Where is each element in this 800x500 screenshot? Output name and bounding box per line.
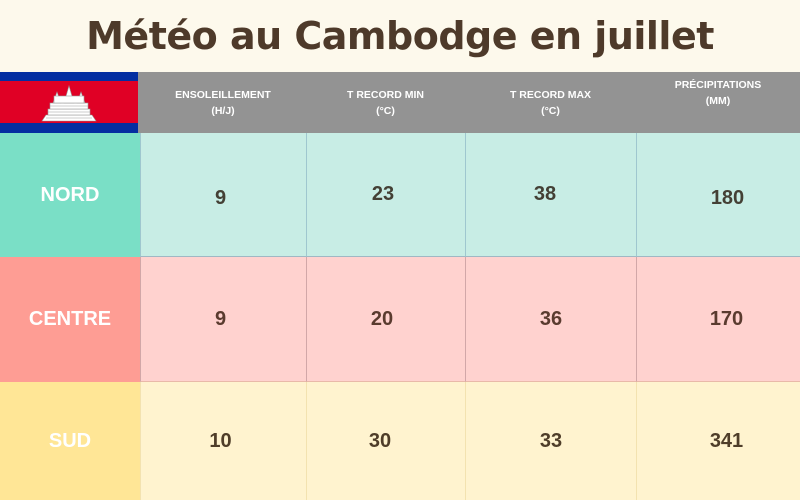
angkor-wat-icon bbox=[41, 84, 97, 122]
header-label: PRÉCIPITATIONS bbox=[674, 79, 762, 91]
cell-t-record-min: 30 bbox=[306, 382, 465, 500]
region-label: NORD bbox=[0, 133, 140, 257]
header-t-record-min: T RECORD MIN (°C) bbox=[306, 72, 465, 133]
region-label: CENTRE bbox=[0, 257, 140, 382]
cell-ensoleillement: 9 bbox=[140, 133, 306, 257]
header-unit: (MM) bbox=[705, 95, 731, 107]
table-row-sud: SUD 10 30 33 341 bbox=[0, 382, 800, 500]
cell-ensoleillement: 9 bbox=[140, 257, 306, 382]
header-label: T RECORD MAX bbox=[509, 88, 592, 101]
header-unit: (H/J) bbox=[211, 104, 235, 117]
cell-t-record-max: 38 bbox=[465, 133, 636, 257]
cell-ensoleillement: 10 bbox=[140, 382, 306, 500]
region-label: SUD bbox=[0, 382, 140, 500]
cambodia-flag-icon bbox=[0, 72, 138, 133]
weather-table: ENSOLEILLEMENT (H/J) T RECORD MIN (°C) T… bbox=[0, 72, 800, 500]
header-unit: (°C) bbox=[376, 104, 395, 117]
cell-precipitations: 341 bbox=[636, 382, 800, 500]
cell-t-record-min: 23 bbox=[306, 133, 465, 257]
header-ensoleillement: ENSOLEILLEMENT (H/J) bbox=[140, 72, 306, 133]
table-row-centre: CENTRE 9 20 36 170 bbox=[0, 257, 800, 382]
cell-t-record-max: 36 bbox=[465, 257, 636, 382]
page-title: Météo au Cambodge en juillet bbox=[86, 14, 714, 58]
cell-precipitations: 170 bbox=[636, 257, 800, 382]
cell-t-record-max: 33 bbox=[465, 382, 636, 500]
header-t-record-max: T RECORD MAX (°C) bbox=[465, 72, 636, 133]
header-label: ENSOLEILLEMENT bbox=[175, 88, 271, 101]
cell-precipitations: 180 bbox=[636, 133, 800, 257]
header-row bbox=[138, 72, 800, 133]
cell-t-record-min: 20 bbox=[306, 257, 465, 382]
table-row-nord: NORD 9 23 38 180 bbox=[0, 133, 800, 257]
header-unit: (°C) bbox=[541, 104, 560, 117]
header-label: T RECORD MIN bbox=[347, 88, 424, 101]
header-precipitations: PRÉCIPITATIONS (MM) bbox=[636, 72, 800, 133]
